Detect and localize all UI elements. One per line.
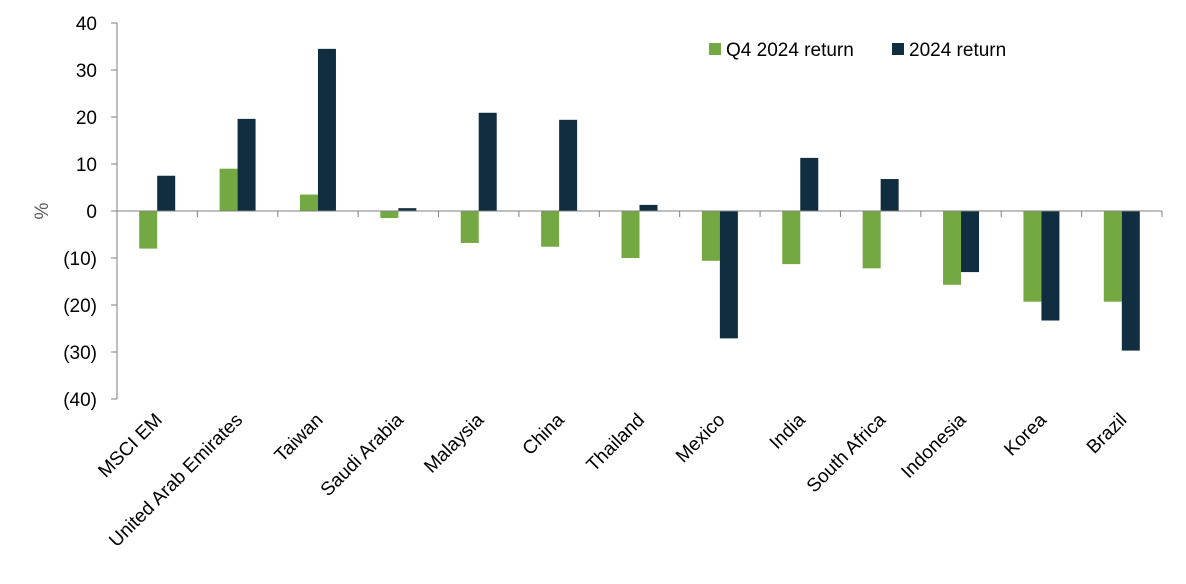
bar-2024-brazil (1121, 211, 1140, 351)
bar-2024-msci-em (157, 175, 176, 211)
y-tick-label: 40 (76, 14, 97, 35)
bar-q4-2024-saudi-arabia (380, 211, 399, 219)
y-axis-ticks: 40 30 20 10 0 (10) (20) (30) (40) (63, 14, 117, 411)
x-tick-label: South Africa (803, 409, 891, 497)
bar-q4-2024-msci-em (139, 211, 158, 249)
y-tick-label: 20 (76, 108, 97, 129)
bar-2024-malaysia (478, 112, 497, 211)
bar-2024-united-arab-emirates (237, 118, 256, 211)
y-tick-label: 0 (86, 202, 97, 223)
legend: Q4 2024 return 2024 return (709, 40, 1006, 61)
y-tick-label: (20) (63, 296, 97, 317)
bar-q4-2024-brazil (1103, 211, 1122, 302)
bar-2024-indonesia (961, 211, 980, 273)
bar-q4-2024-mexico (701, 211, 720, 261)
bar-2024-thailand (639, 204, 658, 211)
x-tick-label: Taiwan (271, 410, 328, 467)
x-tick-label: China (519, 409, 569, 459)
x-tick-label: MSCI EM (94, 410, 166, 482)
y-tick-label: 30 (76, 61, 97, 82)
x-tick-label: Thailand (583, 410, 649, 476)
x-tick-label: India (766, 409, 810, 453)
bar-q4-2024-china (541, 211, 560, 247)
bar-2024-saudi-arabia (398, 208, 417, 211)
bar-2024-mexico (719, 211, 738, 339)
bar-q4-2024-thailand (621, 211, 640, 258)
y-tick-label: (10) (63, 249, 97, 270)
bar-q4-2024-taiwan (299, 194, 318, 211)
x-tick-label: Malaysia (420, 409, 488, 477)
bar-2024-india (800, 157, 819, 211)
x-axis-ticks (116, 211, 1163, 217)
x-tick-label: United Arab Emirates (105, 410, 247, 552)
bar-q4-2024-india (782, 211, 801, 265)
bar-2024-taiwan (317, 48, 336, 211)
x-tick-label: Mexico (672, 410, 729, 467)
bar-q4-2024-united-arab-emirates (219, 168, 238, 211)
bar-2024-korea (1041, 211, 1060, 321)
y-tick-label: (40) (63, 390, 97, 411)
bar-q4-2024-indonesia (943, 211, 962, 285)
x-tick-label: Korea (1000, 409, 1051, 460)
bars-layer (139, 48, 1140, 351)
bar-q4-2024-south-africa (862, 211, 881, 269)
bar-2024-china (559, 119, 578, 211)
bar-q4-2024-korea (1023, 211, 1042, 302)
bar-2024-south-africa (880, 179, 899, 211)
bar-q4-2024-malaysia (460, 211, 479, 243)
y-axis-label: % (32, 202, 53, 219)
x-tick-label: Saudi Arabia (317, 409, 408, 500)
x-tick-label: Brazil (1083, 410, 1131, 458)
legend-label-q4-2024: Q4 2024 return (726, 40, 854, 61)
x-tick-label: Indonesia (897, 409, 970, 482)
y-tick-label: 10 (76, 155, 97, 176)
legend-swatch-2024 (892, 43, 904, 55)
legend-swatch-q4-2024 (709, 43, 721, 55)
y-tick-label: (30) (63, 343, 97, 364)
legend-label-2024: 2024 return (909, 40, 1006, 61)
